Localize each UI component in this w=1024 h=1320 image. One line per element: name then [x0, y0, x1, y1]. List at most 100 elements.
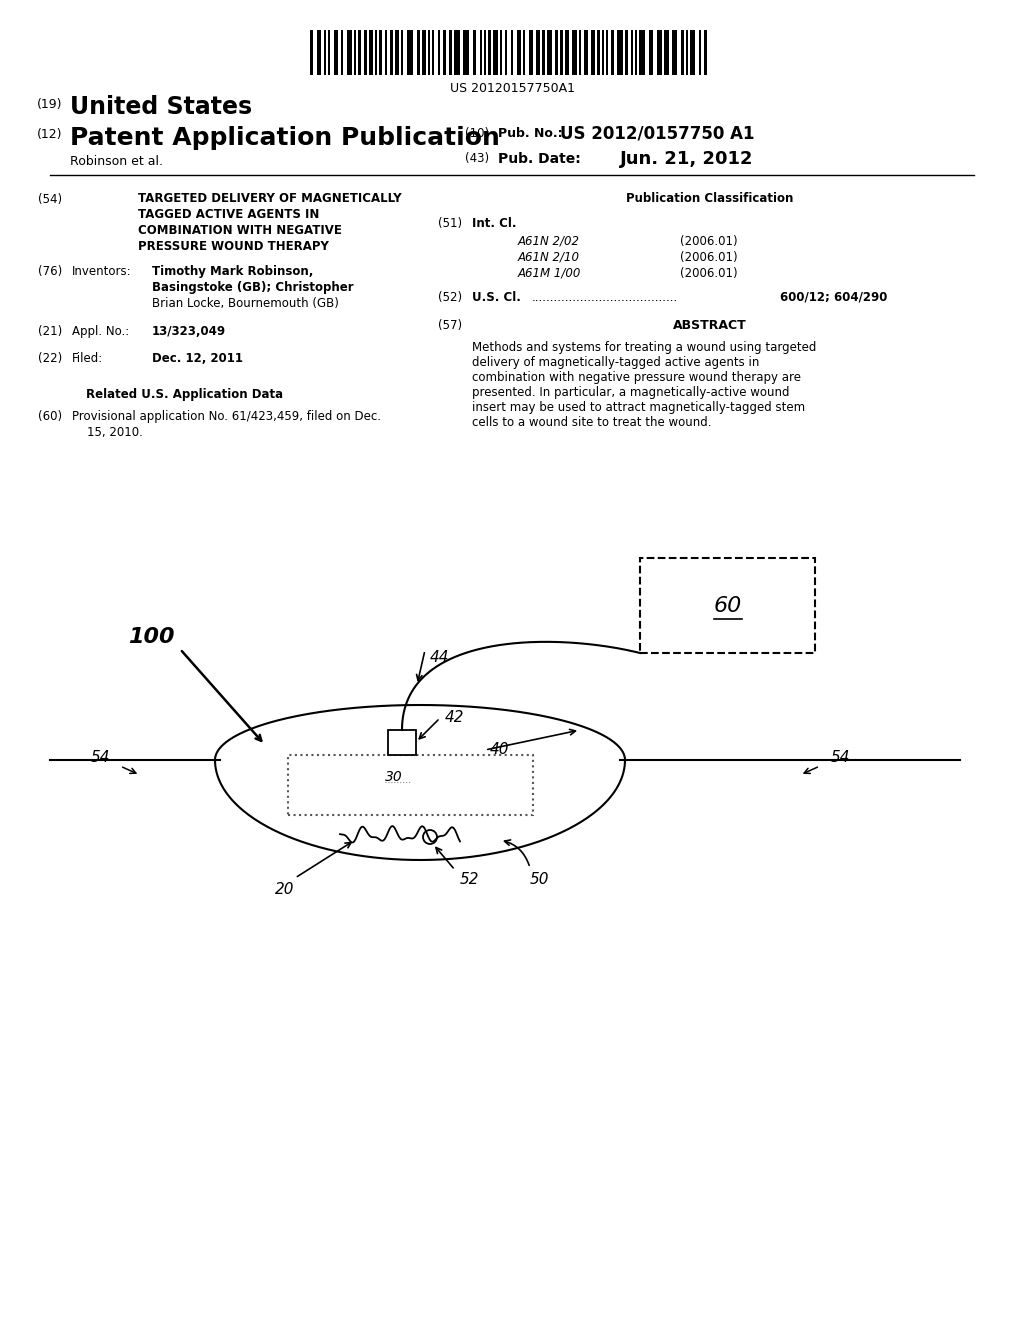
- Bar: [579, 30, 581, 75]
- Bar: [542, 30, 545, 75]
- Bar: [385, 30, 387, 75]
- Text: COMBINATION WITH NEGATIVE: COMBINATION WITH NEGATIVE: [138, 224, 342, 238]
- Text: Pub. No.:: Pub. No.:: [498, 127, 562, 140]
- Text: 15, 2010.: 15, 2010.: [87, 426, 143, 440]
- Text: Brian Locke, Bournemouth (GB): Brian Locke, Bournemouth (GB): [152, 297, 339, 310]
- Bar: [493, 30, 498, 75]
- Bar: [364, 30, 367, 75]
- Bar: [681, 30, 684, 75]
- Bar: [664, 30, 669, 75]
- Bar: [500, 30, 502, 75]
- Bar: [529, 30, 534, 75]
- Bar: [390, 30, 393, 75]
- Bar: [358, 30, 361, 75]
- Bar: [354, 30, 356, 75]
- Text: delivery of magnetically-tagged active agents in: delivery of magnetically-tagged active a…: [472, 356, 760, 370]
- Text: Timothy Mark Robinson,: Timothy Mark Robinson,: [152, 265, 313, 279]
- Bar: [417, 30, 420, 75]
- Bar: [672, 30, 677, 75]
- Text: (2006.01): (2006.01): [680, 251, 737, 264]
- Bar: [328, 30, 330, 75]
- Text: 40: 40: [490, 742, 510, 758]
- Text: 50: 50: [530, 873, 550, 887]
- Text: Publication Classification: Publication Classification: [627, 191, 794, 205]
- Text: presented. In particular, a magnetically-active wound: presented. In particular, a magnetically…: [472, 385, 790, 399]
- Text: Int. Cl.: Int. Cl.: [472, 216, 516, 230]
- Bar: [488, 30, 490, 75]
- Bar: [686, 30, 688, 75]
- Text: insert may be used to attract magnetically-tagged stem: insert may be used to attract magnetical…: [472, 401, 805, 414]
- Bar: [480, 30, 482, 75]
- Text: combination with negative pressure wound therapy are: combination with negative pressure wound…: [472, 371, 801, 384]
- Bar: [484, 30, 486, 75]
- Bar: [657, 30, 662, 75]
- Bar: [317, 30, 321, 75]
- Bar: [547, 30, 552, 75]
- Text: Methods and systems for treating a wound using targeted: Methods and systems for treating a wound…: [472, 341, 816, 354]
- Text: United States: United States: [70, 95, 252, 119]
- Text: TAGGED ACTIVE AGENTS IN: TAGGED ACTIVE AGENTS IN: [138, 209, 319, 220]
- Text: (10): (10): [465, 127, 489, 140]
- Bar: [699, 30, 701, 75]
- Text: Inventors:: Inventors:: [72, 265, 132, 279]
- Bar: [517, 30, 521, 75]
- Text: (52): (52): [438, 290, 462, 304]
- Bar: [606, 30, 608, 75]
- Text: Pub. Date:: Pub. Date:: [498, 152, 581, 166]
- Text: 42: 42: [445, 710, 465, 726]
- Text: US 20120157750A1: US 20120157750A1: [450, 82, 574, 95]
- Bar: [640, 558, 815, 653]
- Text: Basingstoke (GB); Christopher: Basingstoke (GB); Christopher: [152, 281, 353, 294]
- Text: 20: 20: [275, 883, 295, 898]
- Bar: [379, 30, 382, 75]
- Text: cells to a wound site to treat the wound.: cells to a wound site to treat the wound…: [472, 416, 712, 429]
- Text: 54: 54: [830, 751, 850, 766]
- Text: (21): (21): [38, 325, 62, 338]
- Text: PRESSURE WOUND THERAPY: PRESSURE WOUND THERAPY: [138, 240, 329, 253]
- Text: A61M 1/00: A61M 1/00: [518, 267, 582, 280]
- Bar: [560, 30, 563, 75]
- Bar: [690, 30, 695, 75]
- Text: 100: 100: [128, 627, 175, 647]
- Bar: [625, 30, 628, 75]
- Text: (2006.01): (2006.01): [680, 267, 737, 280]
- Text: (2006.01): (2006.01): [680, 235, 737, 248]
- Bar: [597, 30, 600, 75]
- Text: ABSTRACT: ABSTRACT: [673, 319, 746, 333]
- Bar: [565, 30, 569, 75]
- Bar: [324, 30, 326, 75]
- Bar: [401, 30, 403, 75]
- Text: 30: 30: [385, 770, 402, 784]
- Text: A61N 2/10: A61N 2/10: [518, 251, 580, 264]
- Text: 54: 54: [90, 751, 110, 766]
- Bar: [288, 755, 532, 814]
- Bar: [611, 30, 614, 75]
- Bar: [449, 30, 452, 75]
- Text: Appl. No.:: Appl. No.:: [72, 325, 129, 338]
- Text: U.S. Cl.: U.S. Cl.: [472, 290, 521, 304]
- Bar: [422, 30, 426, 75]
- Bar: [388, 730, 416, 755]
- Bar: [454, 30, 460, 75]
- Bar: [631, 30, 633, 75]
- Bar: [602, 30, 604, 75]
- Bar: [505, 30, 507, 75]
- Bar: [369, 30, 373, 75]
- Bar: [407, 30, 413, 75]
- Text: Related U.S. Application Data: Related U.S. Application Data: [86, 388, 284, 401]
- Bar: [584, 30, 588, 75]
- Text: US 2012/0157750 A1: US 2012/0157750 A1: [560, 125, 755, 143]
- Text: 52: 52: [460, 873, 479, 887]
- Text: (57): (57): [438, 319, 462, 333]
- Bar: [375, 30, 377, 75]
- Text: 44: 44: [430, 651, 450, 665]
- Text: (43): (43): [465, 152, 489, 165]
- Text: TARGETED DELIVERY OF MAGNETICALLY: TARGETED DELIVERY OF MAGNETICALLY: [138, 191, 401, 205]
- Bar: [635, 30, 637, 75]
- Bar: [523, 30, 525, 75]
- Bar: [443, 30, 446, 75]
- Bar: [617, 30, 623, 75]
- Bar: [347, 30, 352, 75]
- Bar: [649, 30, 653, 75]
- Bar: [428, 30, 430, 75]
